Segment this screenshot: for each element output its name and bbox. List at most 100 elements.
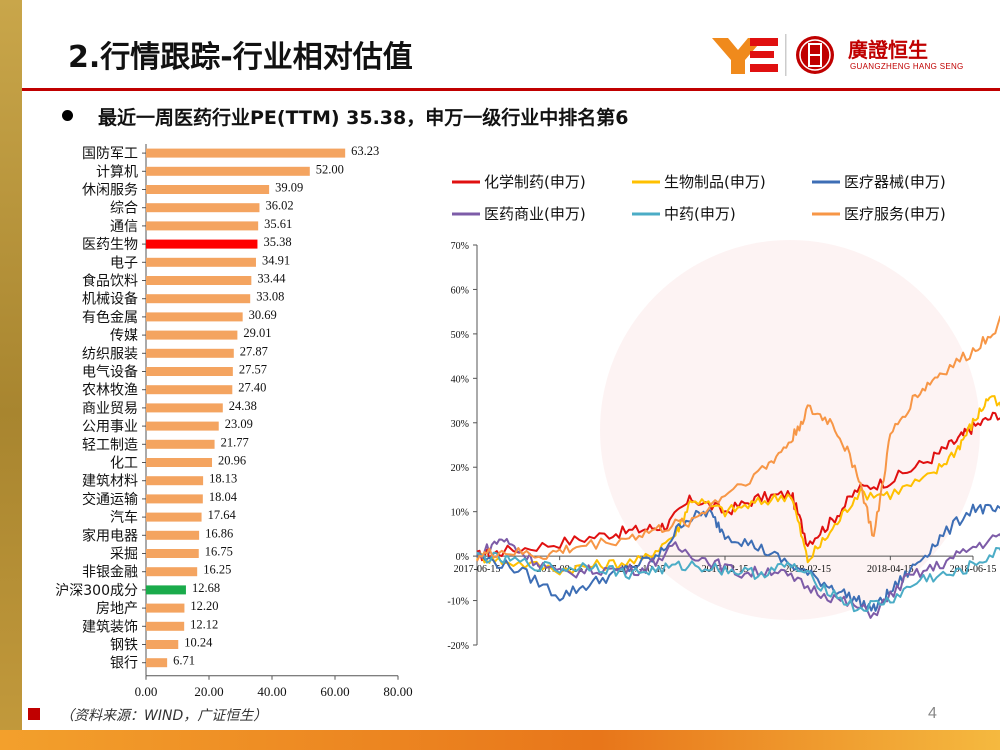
y-tick-label-6: 10% (451, 508, 469, 519)
value-label-15: 23.09 (225, 417, 253, 431)
bottom-decoration-stripe (0, 730, 1000, 750)
source-note: （资料来源：WIND，广证恒生） (60, 708, 268, 724)
category-label-6: 电子 (110, 255, 138, 271)
bar-22 (146, 549, 199, 558)
legend-label-4: 中药(申万) (664, 205, 736, 223)
category-label-22: 采掘 (110, 547, 138, 563)
category-label-1: 计算机 (96, 164, 138, 180)
category-label-7: 食品饮料 (82, 273, 138, 290)
category-label-16: 轻工制造 (82, 437, 138, 453)
y-tick-label-8: -10% (447, 597, 469, 608)
legend-label-2: 医疗器械(申万) (844, 173, 946, 191)
value-label-24: 12.68 (192, 581, 220, 595)
category-label-4: 通信 (110, 219, 138, 235)
value-label-8: 33.08 (256, 290, 284, 304)
category-label-28: 银行 (110, 656, 138, 672)
bar-9 (146, 312, 243, 322)
legend-label-0: 化学制药(申万) (484, 173, 586, 191)
bar-8 (146, 294, 251, 304)
bar-2 (146, 185, 270, 194)
value-label-13: 27.40 (238, 381, 266, 395)
bar-23 (146, 567, 198, 577)
series-line-0 (476, 411, 1000, 562)
bar-5 (146, 239, 258, 249)
bar-4 (146, 221, 259, 231)
series-line-1 (476, 395, 1000, 576)
series-line-3 (476, 533, 1000, 619)
bar-20 (146, 512, 202, 522)
value-label-11: 27.87 (240, 344, 268, 358)
y-tick-label-4: 30% (451, 419, 469, 430)
category-label-19: 交通运输 (82, 491, 138, 508)
x-date-label-5: 2018-04-15 (867, 564, 914, 575)
x-tick-label-4: 80.00 (383, 684, 412, 699)
bar-26 (146, 621, 185, 631)
y-tick-label-9: -20% (447, 641, 469, 652)
value-label-27: 10.24 (184, 636, 213, 650)
series-line-4 (476, 547, 1000, 613)
value-label-16: 21.77 (221, 435, 249, 449)
bar-28 (146, 658, 168, 668)
bar-3 (146, 203, 260, 213)
y-tick-label-3: 40% (451, 374, 469, 385)
y-tick-label-2: 50% (451, 330, 469, 341)
x-date-label-0: 2017-06-15 (454, 564, 501, 575)
bar-16 (146, 439, 215, 449)
y-tick-label-5: 20% (451, 463, 469, 474)
bar-1 (146, 166, 310, 176)
value-label-12: 27.57 (239, 363, 267, 377)
category-label-17: 化工 (110, 456, 138, 472)
x-tick-label-1: 20.00 (194, 684, 223, 699)
y-tick-label-1: 60% (451, 285, 469, 296)
y-tick-label-0: 70% (451, 241, 469, 252)
bar-0 (146, 148, 346, 158)
value-label-23: 16.25 (203, 563, 231, 577)
title-divider (22, 88, 1000, 91)
y-tick-label-7: 0% (456, 552, 469, 563)
bar-19 (146, 494, 203, 504)
category-label-0: 国防军工 (82, 146, 138, 162)
category-label-9: 有色金属 (82, 309, 138, 326)
seal-icon (796, 36, 834, 74)
value-label-28: 6.71 (173, 654, 195, 668)
pharma-subsector-line-chart: 化学制药(申万) 生物制品(申万) 医疗器械(申万) 医药商业(申万) 中药(申万) 医疗… (447, 173, 1000, 652)
bar-10 (146, 330, 238, 340)
value-label-18: 18.13 (209, 472, 237, 486)
industry-pe-bar-chart: 国防军工 63.23 计算机 52.00 休闲服务 39.09 综合 36.02 通信 35.61… (55, 144, 413, 699)
bullet-icon (62, 110, 73, 121)
value-label-26: 12.12 (190, 617, 218, 631)
category-label-25: 房地产 (96, 601, 138, 617)
x-date-label-6: 2018-06-15 (950, 564, 997, 575)
category-label-21: 家用电器 (82, 527, 138, 544)
value-label-22: 16.75 (205, 545, 233, 559)
bar-15 (146, 421, 219, 431)
value-label-6: 34.91 (262, 253, 290, 267)
bar-21 (146, 530, 200, 540)
bar-13 (146, 385, 233, 395)
bar-25 (146, 603, 185, 613)
bar-12 (146, 367, 233, 376)
page-number: 4 (928, 705, 937, 722)
company-logo (712, 34, 834, 76)
category-label-3: 综合 (110, 201, 138, 217)
value-label-14: 24.38 (229, 399, 257, 413)
bar-27 (146, 640, 179, 649)
value-label-10: 29.01 (243, 326, 271, 340)
category-label-14: 商业贸易 (82, 401, 138, 417)
left-decoration-stripe (0, 0, 22, 750)
value-label-17: 20.96 (218, 454, 246, 468)
ye-logo-icon (712, 38, 778, 74)
value-label-21: 16.86 (205, 526, 233, 540)
series-line-2 (476, 503, 1000, 612)
value-label-25: 12.20 (190, 599, 218, 613)
value-label-0: 63.23 (351, 144, 379, 158)
bar-7 (146, 276, 252, 285)
logo-english-name: GUANGZHENG HANG SENG (850, 62, 964, 71)
category-label-12: 电气设备 (82, 364, 138, 381)
value-label-20: 17.64 (208, 508, 237, 522)
legend-label-3: 医药商业(申万) (484, 205, 586, 223)
value-label-1: 52.00 (316, 162, 344, 176)
page-title: 2.行情跟踪-行业相对估值 (68, 40, 413, 75)
bar-18 (146, 476, 204, 486)
bar-11 (146, 348, 234, 358)
